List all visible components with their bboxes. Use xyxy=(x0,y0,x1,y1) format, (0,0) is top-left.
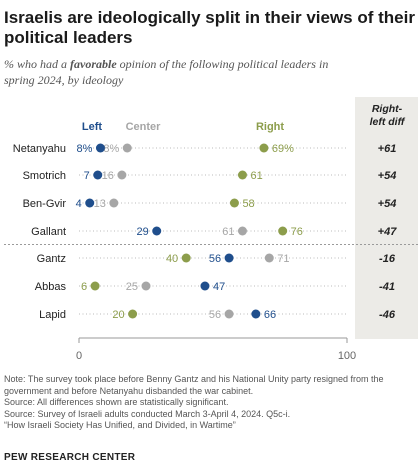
diff-value: -16 xyxy=(379,253,396,265)
diff-value: -41 xyxy=(379,281,395,293)
category-label: Smotrich xyxy=(23,170,66,182)
dot-right xyxy=(278,226,288,236)
data-label-left: 7 xyxy=(84,170,90,182)
dot-right xyxy=(259,143,269,153)
data-label-center: 56 xyxy=(209,309,221,321)
dot-right xyxy=(181,253,191,263)
diff-value: +54 xyxy=(378,170,397,182)
dot-center xyxy=(141,281,151,291)
dot-left xyxy=(85,198,95,208)
chart-subtitle: % who had a favorable opinion of the fol… xyxy=(4,56,344,88)
note-report: “How Israeli Society Has Unified, and Di… xyxy=(4,420,236,430)
diff-value: +47 xyxy=(378,226,398,238)
legend-left: Left xyxy=(82,121,103,133)
dot-center xyxy=(109,198,119,208)
x-tick-label: 100 xyxy=(338,350,356,362)
dot-right xyxy=(229,198,239,208)
notes-block: Note: The survey took place before Benny… xyxy=(4,374,416,432)
subtitle-pre: % who had a xyxy=(4,57,70,71)
dot-right xyxy=(237,170,247,180)
data-label-center: 13 xyxy=(94,198,106,210)
diff-value: +54 xyxy=(378,198,397,210)
dot-center xyxy=(117,170,127,180)
dot-center xyxy=(264,253,274,263)
dot-center xyxy=(237,226,247,236)
dot-left xyxy=(200,281,210,291)
category-label: Netanyahu xyxy=(13,143,66,155)
diff-value: +61 xyxy=(378,143,397,155)
dot-left xyxy=(224,253,234,263)
data-label-center: 71 xyxy=(277,253,289,265)
data-label-left: 4 xyxy=(76,198,82,210)
dot-center xyxy=(122,143,132,153)
data-label-left: 29 xyxy=(136,226,148,238)
diff-panel xyxy=(355,97,418,339)
dot-plot: Right-left diff Left Center Right Netanyahu 8… xyxy=(4,97,418,362)
data-label-center: 25 xyxy=(126,281,138,293)
diff-header-line: Right- xyxy=(372,103,403,115)
data-label-right: 61 xyxy=(250,170,262,182)
dot-left xyxy=(95,143,105,153)
data-label-center: 61 xyxy=(222,226,234,238)
dot-left xyxy=(251,309,261,319)
data-label-right: 20 xyxy=(112,309,124,321)
data-label-right: 69% xyxy=(272,143,294,155)
data-label-left: 56 xyxy=(209,253,221,265)
note-source: Source: Survey of Israeli adults conduct… xyxy=(4,408,291,419)
category-label: Abbas xyxy=(35,281,67,293)
category-label: Ben-Gvir xyxy=(23,198,67,210)
dot-center xyxy=(224,309,234,319)
note-survey-timing: Note: The survey took place before Benny… xyxy=(4,374,384,396)
diff-value: -46 xyxy=(379,309,396,321)
note-significance: Source: All differences shown are statis… xyxy=(4,397,229,407)
org-logo-text: PEW RESEARCH CENTER xyxy=(4,452,136,463)
chart-title: Israelis are ideologically split in thei… xyxy=(4,8,415,47)
dot-left xyxy=(152,226,162,236)
data-label-right: 40 xyxy=(166,253,178,265)
legend-center: Center xyxy=(126,121,162,133)
dot-right xyxy=(90,281,100,291)
legend-right: Right xyxy=(256,121,284,133)
data-label-left: 66 xyxy=(264,309,276,321)
data-label-left: 47 xyxy=(213,281,225,293)
x-tick-label: 0 xyxy=(76,350,82,362)
subtitle-post: opinion of the following political leade… xyxy=(4,57,329,87)
data-label-left: 8% xyxy=(77,143,93,155)
category-label: Lapid xyxy=(39,309,66,321)
dot-left xyxy=(93,170,103,180)
data-label-right: 76 xyxy=(291,226,303,238)
category-label: Gantz xyxy=(37,253,66,265)
subtitle-bold: favorable xyxy=(70,57,117,71)
dot-right xyxy=(128,309,138,319)
diff-header-line: left diff xyxy=(370,116,406,128)
data-label-center: 16 xyxy=(102,170,114,182)
data-label-right: 58 xyxy=(242,198,254,210)
data-label-right: 6 xyxy=(81,281,87,293)
category-label: Gallant xyxy=(31,226,66,238)
